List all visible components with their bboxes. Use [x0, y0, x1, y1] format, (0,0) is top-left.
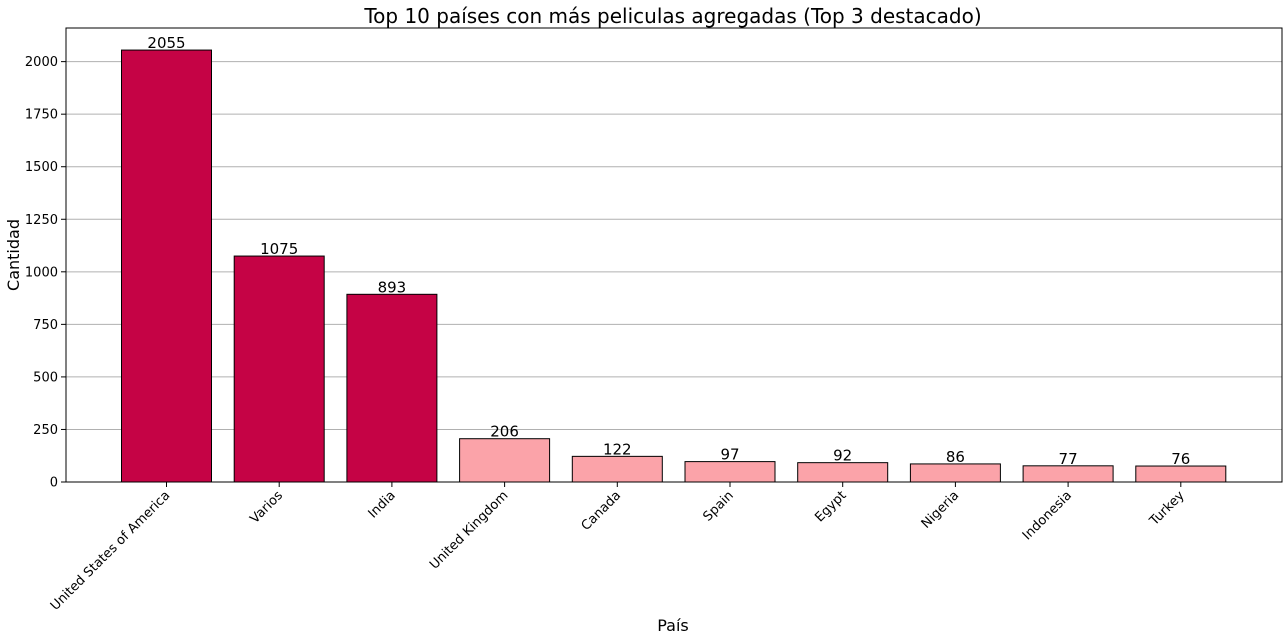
- x-tick-label: Nigeria: [919, 488, 962, 531]
- bar: [1022, 465, 1114, 483]
- x-tick-label: Canada: [579, 488, 625, 534]
- y-tick-label: 750: [33, 318, 58, 333]
- y-tick-label: 1750: [25, 108, 58, 123]
- bar: [346, 293, 438, 483]
- chart-title: Top 10 países con más peliculas agregada…: [363, 4, 981, 28]
- y-tick-label: 2000: [25, 55, 58, 70]
- y-tick-label: 1500: [25, 160, 58, 175]
- bar-value-label: 76: [1171, 450, 1190, 468]
- x-tick-label: Egypt: [812, 488, 849, 525]
- x-tick-label: United Kingdom: [427, 488, 511, 572]
- bars: [121, 49, 1227, 483]
- x-tick-label: United States of America: [48, 488, 173, 613]
- bar: [459, 438, 551, 483]
- x-tick-label: Indonesia: [1020, 488, 1075, 543]
- bar: [1135, 465, 1227, 483]
- y-tick-label: 0: [50, 476, 58, 491]
- bar-value-label: 77: [1059, 450, 1078, 468]
- y-axis-label: Cantidad: [4, 219, 23, 291]
- bar: [797, 462, 889, 483]
- bar: [233, 255, 325, 483]
- bar-value-label: 86: [946, 448, 965, 466]
- bar: [909, 463, 1001, 483]
- bar-value-label: 1075: [260, 240, 298, 258]
- x-axis: United States of America Varios India Unite…: [48, 482, 1188, 614]
- bar-value-label: 2055: [147, 34, 185, 52]
- bar: [571, 455, 663, 483]
- bar: [684, 461, 776, 483]
- y-tick-label: 500: [33, 370, 58, 385]
- x-tick-label: Turkey: [1146, 488, 1187, 529]
- bar-value-label: 206: [490, 423, 519, 441]
- y-tick-label: 1000: [25, 265, 58, 280]
- y-tick-label: 250: [33, 423, 58, 438]
- bar: [121, 49, 212, 483]
- y-axis: 0 250 500 750 1000 1250 1500 1750 2000: [25, 55, 66, 491]
- data-labels: 2055 1075 893 206 122 97 92 86 77 76: [147, 34, 1190, 468]
- x-tick-label: Spain: [701, 488, 737, 524]
- bar-value-label: 97: [720, 446, 739, 464]
- y-tick-label: 1250: [25, 213, 58, 228]
- plot-frame: [65, 27, 1283, 483]
- bar-value-label: 92: [833, 447, 852, 465]
- x-tick-label: Varios: [247, 488, 286, 527]
- bar-value-label: 893: [378, 278, 407, 296]
- bar-value-label: 122: [603, 440, 632, 458]
- x-tick-label: India: [366, 488, 399, 521]
- x-axis-label: País: [657, 616, 689, 635]
